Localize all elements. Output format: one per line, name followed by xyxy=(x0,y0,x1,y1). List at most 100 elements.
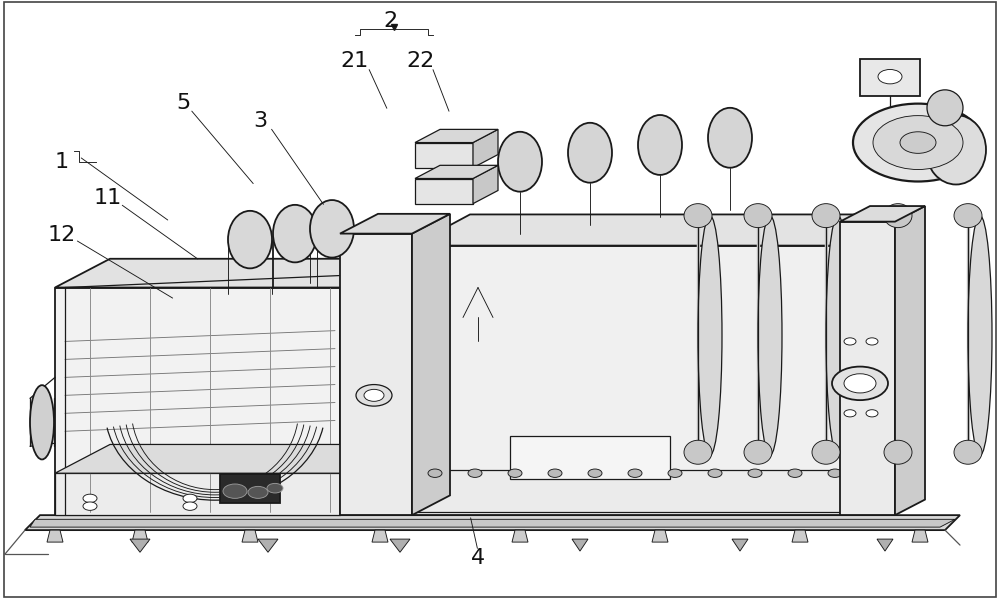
Circle shape xyxy=(844,410,856,417)
Text: 4: 4 xyxy=(471,548,485,568)
Polygon shape xyxy=(30,519,955,527)
Circle shape xyxy=(828,469,842,477)
Circle shape xyxy=(844,338,856,345)
Circle shape xyxy=(83,502,97,510)
Ellipse shape xyxy=(30,385,54,459)
Polygon shape xyxy=(792,530,808,542)
Ellipse shape xyxy=(812,440,840,464)
Ellipse shape xyxy=(758,216,782,455)
Polygon shape xyxy=(473,165,498,204)
Ellipse shape xyxy=(926,115,986,184)
Ellipse shape xyxy=(568,123,612,183)
Circle shape xyxy=(183,494,197,503)
Ellipse shape xyxy=(498,132,542,192)
Text: 5: 5 xyxy=(176,93,190,113)
Polygon shape xyxy=(840,222,895,515)
Text: 12: 12 xyxy=(48,225,76,245)
Polygon shape xyxy=(242,530,258,542)
Circle shape xyxy=(428,469,442,477)
Circle shape xyxy=(844,374,876,393)
Polygon shape xyxy=(258,539,278,552)
Circle shape xyxy=(788,469,802,477)
Text: 2: 2 xyxy=(383,11,397,31)
Ellipse shape xyxy=(884,204,912,228)
Ellipse shape xyxy=(968,216,992,455)
Polygon shape xyxy=(132,530,148,542)
Circle shape xyxy=(364,389,384,401)
Ellipse shape xyxy=(927,90,963,126)
Polygon shape xyxy=(130,539,150,552)
Polygon shape xyxy=(877,539,893,551)
Circle shape xyxy=(588,469,602,477)
Polygon shape xyxy=(473,129,498,168)
Circle shape xyxy=(267,483,283,493)
Circle shape xyxy=(468,469,482,477)
Ellipse shape xyxy=(884,440,912,464)
Circle shape xyxy=(548,469,562,477)
Circle shape xyxy=(900,132,936,153)
Polygon shape xyxy=(895,206,925,515)
Ellipse shape xyxy=(310,200,354,258)
Ellipse shape xyxy=(898,216,922,455)
Polygon shape xyxy=(732,539,748,551)
Circle shape xyxy=(83,494,97,503)
Ellipse shape xyxy=(954,204,982,228)
Polygon shape xyxy=(390,539,410,552)
Ellipse shape xyxy=(812,204,840,228)
Polygon shape xyxy=(412,246,852,515)
Ellipse shape xyxy=(273,205,317,262)
Circle shape xyxy=(866,410,878,417)
Polygon shape xyxy=(415,165,498,179)
Circle shape xyxy=(832,367,888,400)
Text: 3: 3 xyxy=(253,111,267,131)
Text: 11: 11 xyxy=(94,187,122,208)
Circle shape xyxy=(708,469,722,477)
Polygon shape xyxy=(415,129,498,143)
Circle shape xyxy=(183,502,197,510)
Bar xyxy=(860,59,920,96)
Circle shape xyxy=(873,116,963,170)
Text: 22: 22 xyxy=(406,51,434,71)
Circle shape xyxy=(508,469,522,477)
Polygon shape xyxy=(340,444,395,515)
Polygon shape xyxy=(572,539,588,551)
Polygon shape xyxy=(652,530,668,542)
Polygon shape xyxy=(840,206,925,222)
Ellipse shape xyxy=(228,211,272,268)
Ellipse shape xyxy=(826,216,850,455)
Polygon shape xyxy=(25,515,960,530)
Ellipse shape xyxy=(698,216,722,455)
Circle shape xyxy=(248,486,268,498)
Text: 21: 21 xyxy=(340,51,368,71)
Ellipse shape xyxy=(684,204,712,228)
Circle shape xyxy=(356,385,392,406)
Circle shape xyxy=(748,469,762,477)
Ellipse shape xyxy=(684,440,712,464)
Circle shape xyxy=(866,338,878,345)
Circle shape xyxy=(223,484,247,498)
Polygon shape xyxy=(372,530,388,542)
Text: 1: 1 xyxy=(55,152,69,172)
Bar xyxy=(220,474,280,503)
Polygon shape xyxy=(55,473,340,515)
Polygon shape xyxy=(412,214,450,515)
Circle shape xyxy=(878,69,902,84)
Polygon shape xyxy=(55,259,395,288)
Polygon shape xyxy=(340,214,450,234)
Ellipse shape xyxy=(744,204,772,228)
Polygon shape xyxy=(415,179,473,204)
Circle shape xyxy=(668,469,682,477)
Circle shape xyxy=(628,469,642,477)
Bar xyxy=(510,436,670,479)
Polygon shape xyxy=(512,530,528,542)
Polygon shape xyxy=(340,234,412,515)
Polygon shape xyxy=(55,288,340,515)
Polygon shape xyxy=(852,214,910,515)
Ellipse shape xyxy=(708,108,752,168)
Circle shape xyxy=(853,104,983,181)
Polygon shape xyxy=(912,530,928,542)
Ellipse shape xyxy=(954,440,982,464)
Bar xyxy=(415,470,850,512)
Polygon shape xyxy=(415,143,473,168)
Polygon shape xyxy=(47,530,63,542)
